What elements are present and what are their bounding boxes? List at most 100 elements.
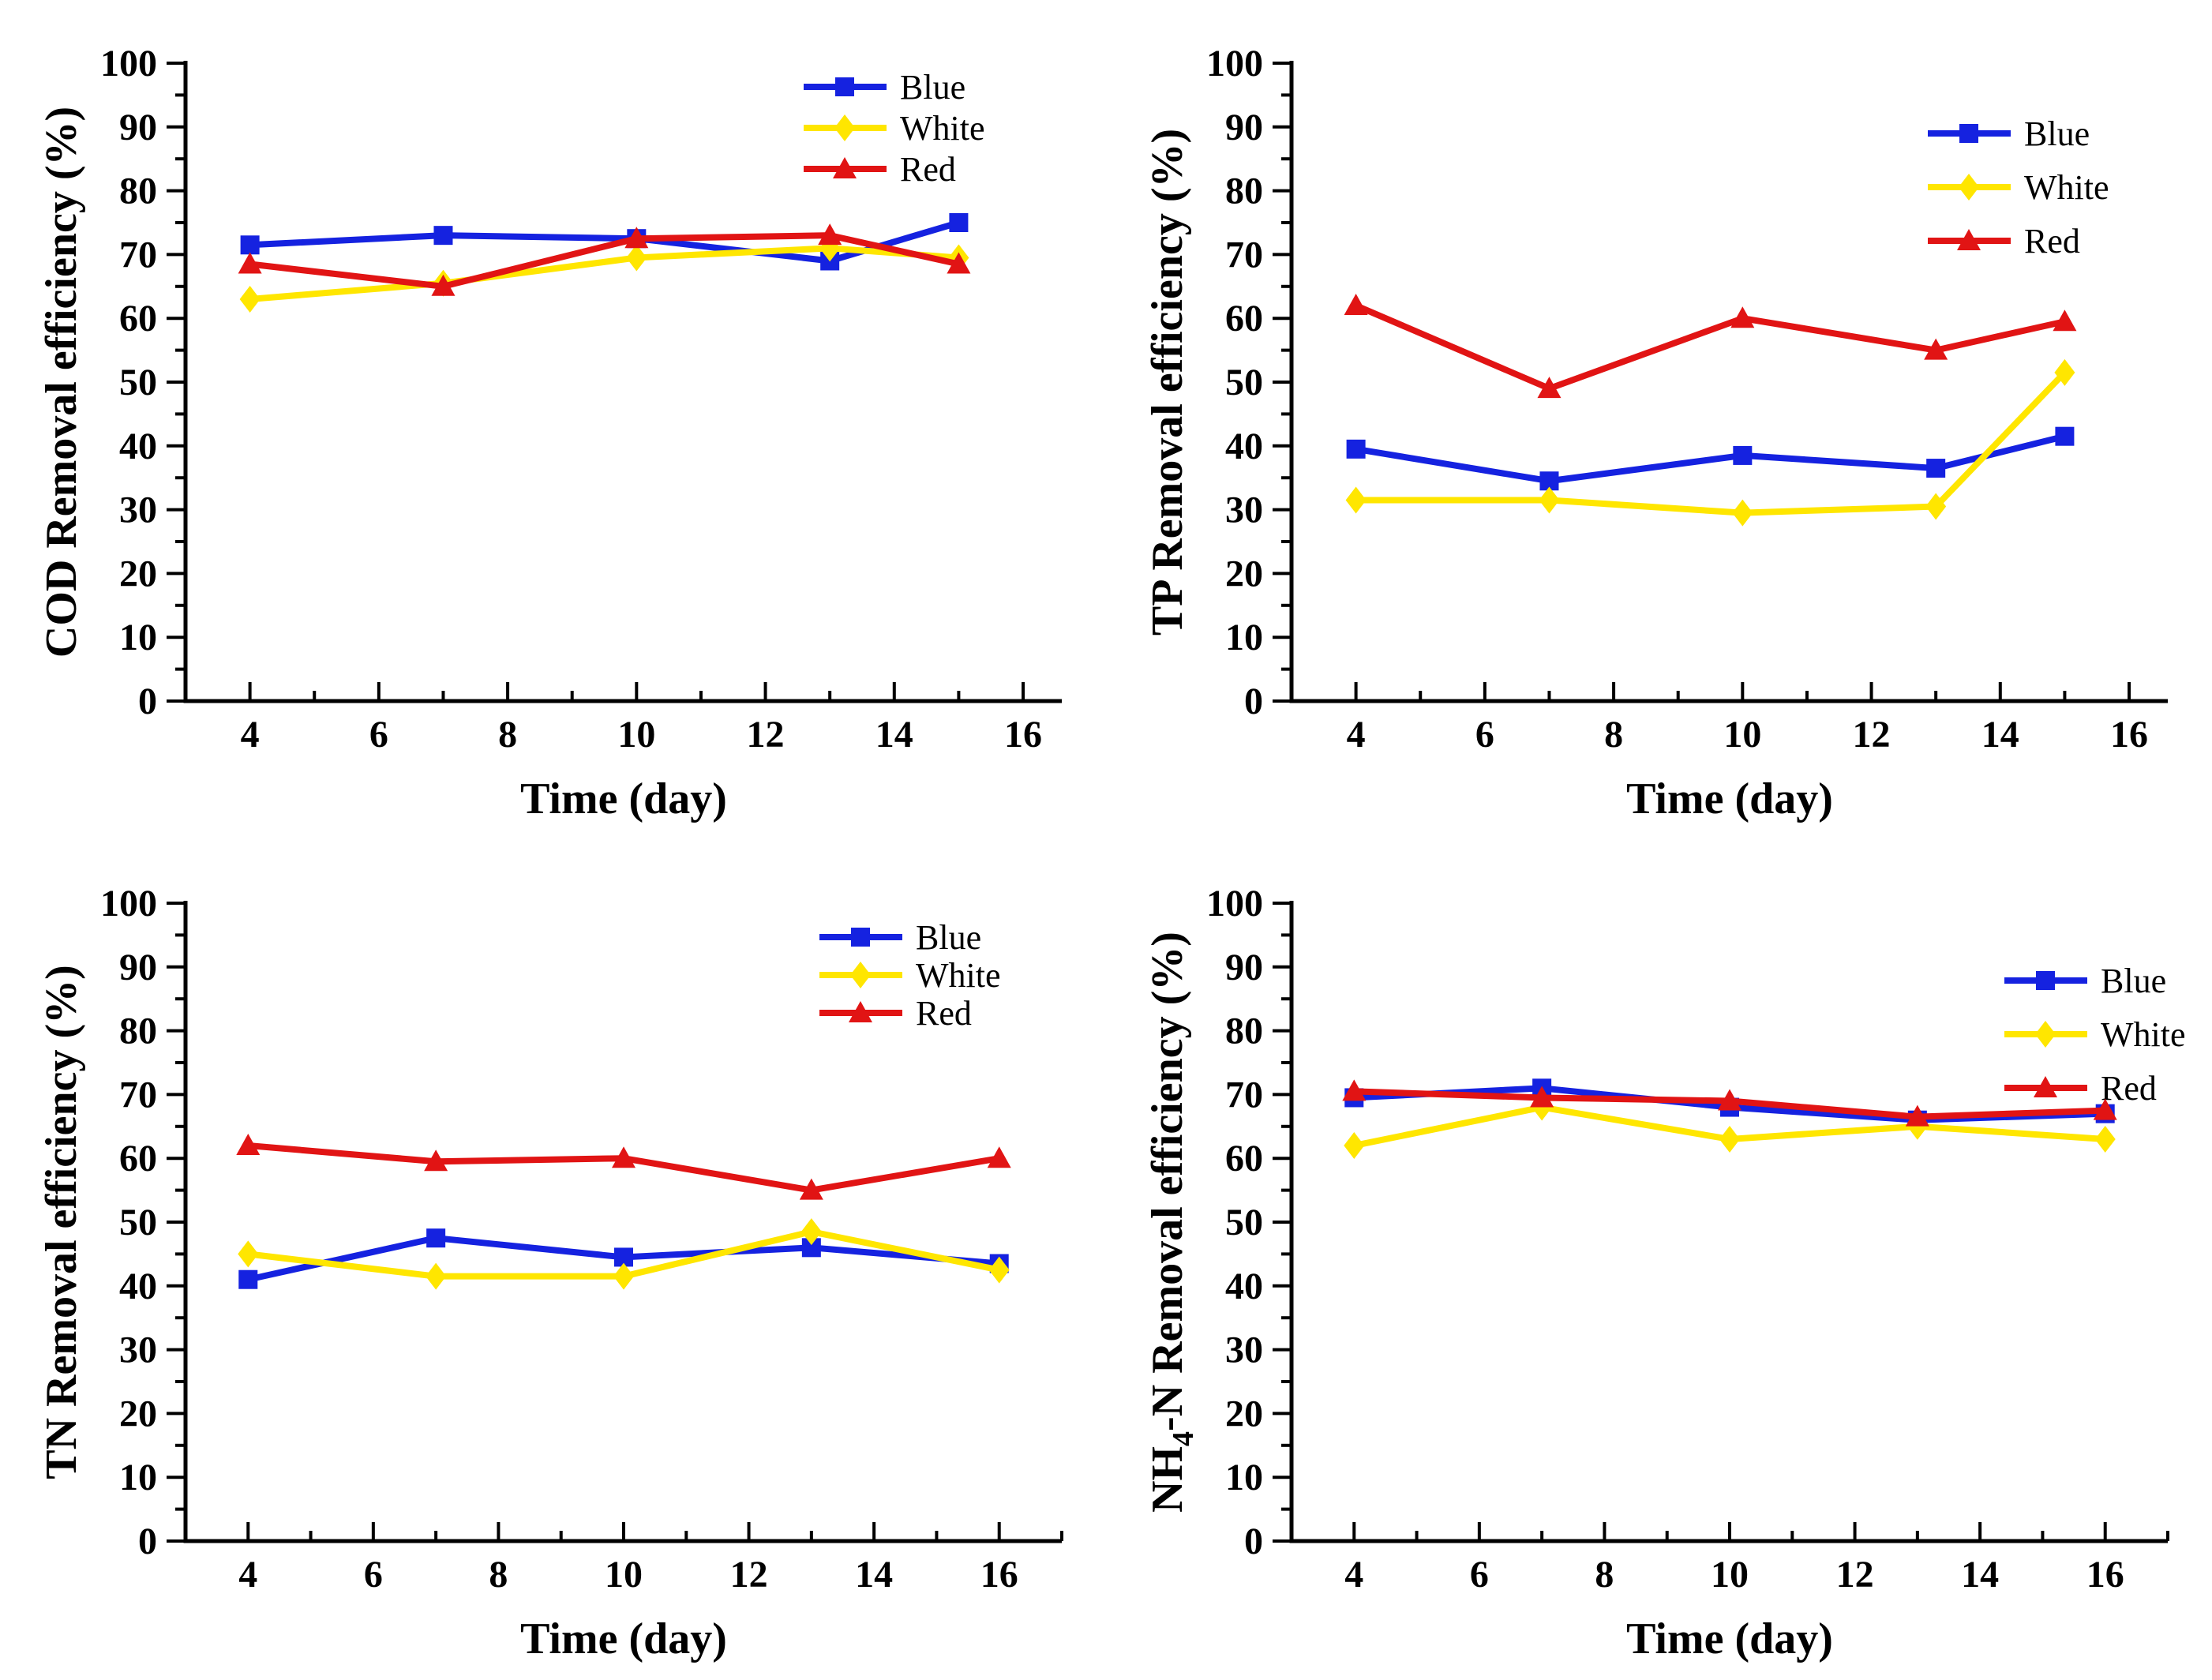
panel-nh4n-chart: 0 10 20 30 40 50 60 70 80 90 100 4 6 8 10 12 14 16 Time (d… xyxy=(1106,840,2212,1680)
panel-cod-chart: 0 10 20 30 40 50 60 70 80 90 100 4 6 8 10 12 14 16 Time (d… xyxy=(0,0,1106,840)
data-point-white xyxy=(626,244,647,272)
legend-item-red: Red xyxy=(804,150,956,189)
series-red xyxy=(236,1134,1011,1200)
legend-label-white: White xyxy=(2101,1015,2186,1054)
data-point-blue xyxy=(949,213,969,232)
series-white xyxy=(238,1218,1010,1290)
data-point-red xyxy=(424,1149,448,1172)
x-tick-label: 14 xyxy=(1961,1554,1999,1596)
x-tick-label: 16 xyxy=(2110,714,2148,756)
x-tick-label: 14 xyxy=(855,1554,893,1596)
data-point-blue xyxy=(433,226,453,246)
y-tick-label: 100 xyxy=(1206,883,1263,924)
data-point-white xyxy=(2054,358,2075,386)
y-tick-label: 90 xyxy=(1225,947,1263,988)
x-tick-label: 8 xyxy=(1604,714,1623,756)
y-tick-label: 50 xyxy=(119,362,157,403)
tn-removal-chart: 0 10 20 30 40 50 60 70 80 90 100 4 6 8 10 12 14 16 Time (d… xyxy=(37,883,1063,1663)
y-axis-title: NH4-N Removal efficiency (%) xyxy=(1143,932,1200,1513)
data-point-white xyxy=(1732,499,1753,527)
x-tick-label: 8 xyxy=(489,1554,508,1596)
x-tick-label: 14 xyxy=(875,714,913,756)
y-tick-label: 20 xyxy=(1225,553,1263,594)
legend-item-blue: Blue xyxy=(819,918,981,957)
x-tick-label: 10 xyxy=(605,1554,643,1596)
legend-item-red: Red xyxy=(1928,222,2080,261)
y-tick-label: 100 xyxy=(1206,43,1263,84)
x-tick-label: 6 xyxy=(364,1554,383,1596)
data-point-white xyxy=(1344,1132,1365,1160)
legend-item-blue: Blue xyxy=(2004,962,2166,1000)
data-point-red xyxy=(1924,338,1948,360)
legend-marker-square xyxy=(2036,971,2055,990)
y-tick-label: 100 xyxy=(100,43,157,84)
tp-removal-chart: 0 10 20 30 40 50 60 70 80 90 100 4 6 8 10 12 14 16 Time (d… xyxy=(1143,43,2168,823)
y-tick-label: 70 xyxy=(119,1074,157,1116)
y-tick-label: 80 xyxy=(1225,1011,1263,1052)
legend-label-white: White xyxy=(2024,168,2109,207)
y-tick-label: 40 xyxy=(119,1266,157,1307)
x-tick-label: 4 xyxy=(1347,714,1366,756)
legend-marker-triangle xyxy=(833,157,857,178)
y-axis-title: TP Removal efficiency (%) xyxy=(1143,129,1192,636)
x-tick-label: 12 xyxy=(1853,714,1891,756)
x-axis-title: Time (day) xyxy=(520,1614,727,1663)
y-tick-label: 0 xyxy=(138,1521,157,1562)
series-line-red xyxy=(1355,302,2066,392)
data-point-red xyxy=(2053,309,2077,332)
axes: 0 10 20 30 40 50 60 70 80 90 100 4 6 8 10 12 14 16 xyxy=(1206,883,2169,1596)
x-tick-label: 10 xyxy=(1723,714,1761,756)
y-tick-label: 20 xyxy=(1225,1393,1263,1434)
legend-label-blue: Blue xyxy=(2024,114,2090,153)
data-point-red xyxy=(1530,1086,1554,1108)
x-tick-label: 16 xyxy=(2086,1554,2124,1596)
x-tick-label: 14 xyxy=(1981,714,2019,756)
data-point-blue xyxy=(1733,445,1753,465)
data-point-red xyxy=(799,1178,823,1200)
data-point-blue xyxy=(240,235,260,255)
y-tick-label: 30 xyxy=(1225,489,1263,531)
y-tick-label: 10 xyxy=(1225,617,1263,658)
x-tick-label: 6 xyxy=(1475,714,1494,756)
x-tick-label: 16 xyxy=(980,1554,1018,1596)
y-tick-label: 20 xyxy=(119,553,157,594)
y-tick-label: 0 xyxy=(1244,1521,1263,1562)
data-point-white xyxy=(613,1262,634,1290)
legend-item-red: Red xyxy=(2004,1069,2157,1108)
legend-marker-square xyxy=(835,77,854,96)
legend-marker-triangle xyxy=(849,1001,872,1022)
legend: Blue White Red xyxy=(1928,114,2109,261)
y-tick-label: 0 xyxy=(1244,681,1263,722)
y-tick-label: 80 xyxy=(1225,171,1263,212)
legend-marker-square xyxy=(851,928,870,947)
y-tick-label: 90 xyxy=(119,107,157,148)
legend-label-white: White xyxy=(900,109,985,148)
x-axis-title: Time (day) xyxy=(1626,774,1833,823)
x-tick-label: 4 xyxy=(238,1554,257,1596)
y-tick-label: 70 xyxy=(119,234,157,276)
y-tick-label: 90 xyxy=(119,947,157,988)
legend-label-blue: Blue xyxy=(900,68,965,107)
legend-label-white: White xyxy=(916,956,1001,995)
data-point-red xyxy=(236,1134,261,1156)
cod-removal-chart: 0 10 20 30 40 50 60 70 80 90 100 4 6 8 10 12 14 16 Time (d… xyxy=(37,43,1062,823)
series-red xyxy=(238,223,971,296)
x-axis-title: Time (day) xyxy=(520,774,727,823)
data-point-red xyxy=(1344,294,1368,316)
series-blue xyxy=(1346,426,2075,491)
data-point-red xyxy=(1718,1089,1741,1111)
data-point-red xyxy=(987,1146,1011,1168)
data-point-white xyxy=(2094,1125,2116,1153)
x-tick-label: 16 xyxy=(1004,714,1042,756)
y-tick-label: 80 xyxy=(119,1011,157,1052)
y-tick-label: 80 xyxy=(119,171,157,212)
y-tick-label: 30 xyxy=(119,1329,157,1371)
legend-label-red: Red xyxy=(916,994,972,1033)
y-axis-title: COD Removal efficiency (%) xyxy=(37,107,86,658)
data-point-red xyxy=(2093,1098,2117,1120)
y-tick-label: 60 xyxy=(1225,1138,1263,1179)
data-point-red xyxy=(612,1146,635,1168)
x-tick-label: 12 xyxy=(1836,1554,1874,1596)
